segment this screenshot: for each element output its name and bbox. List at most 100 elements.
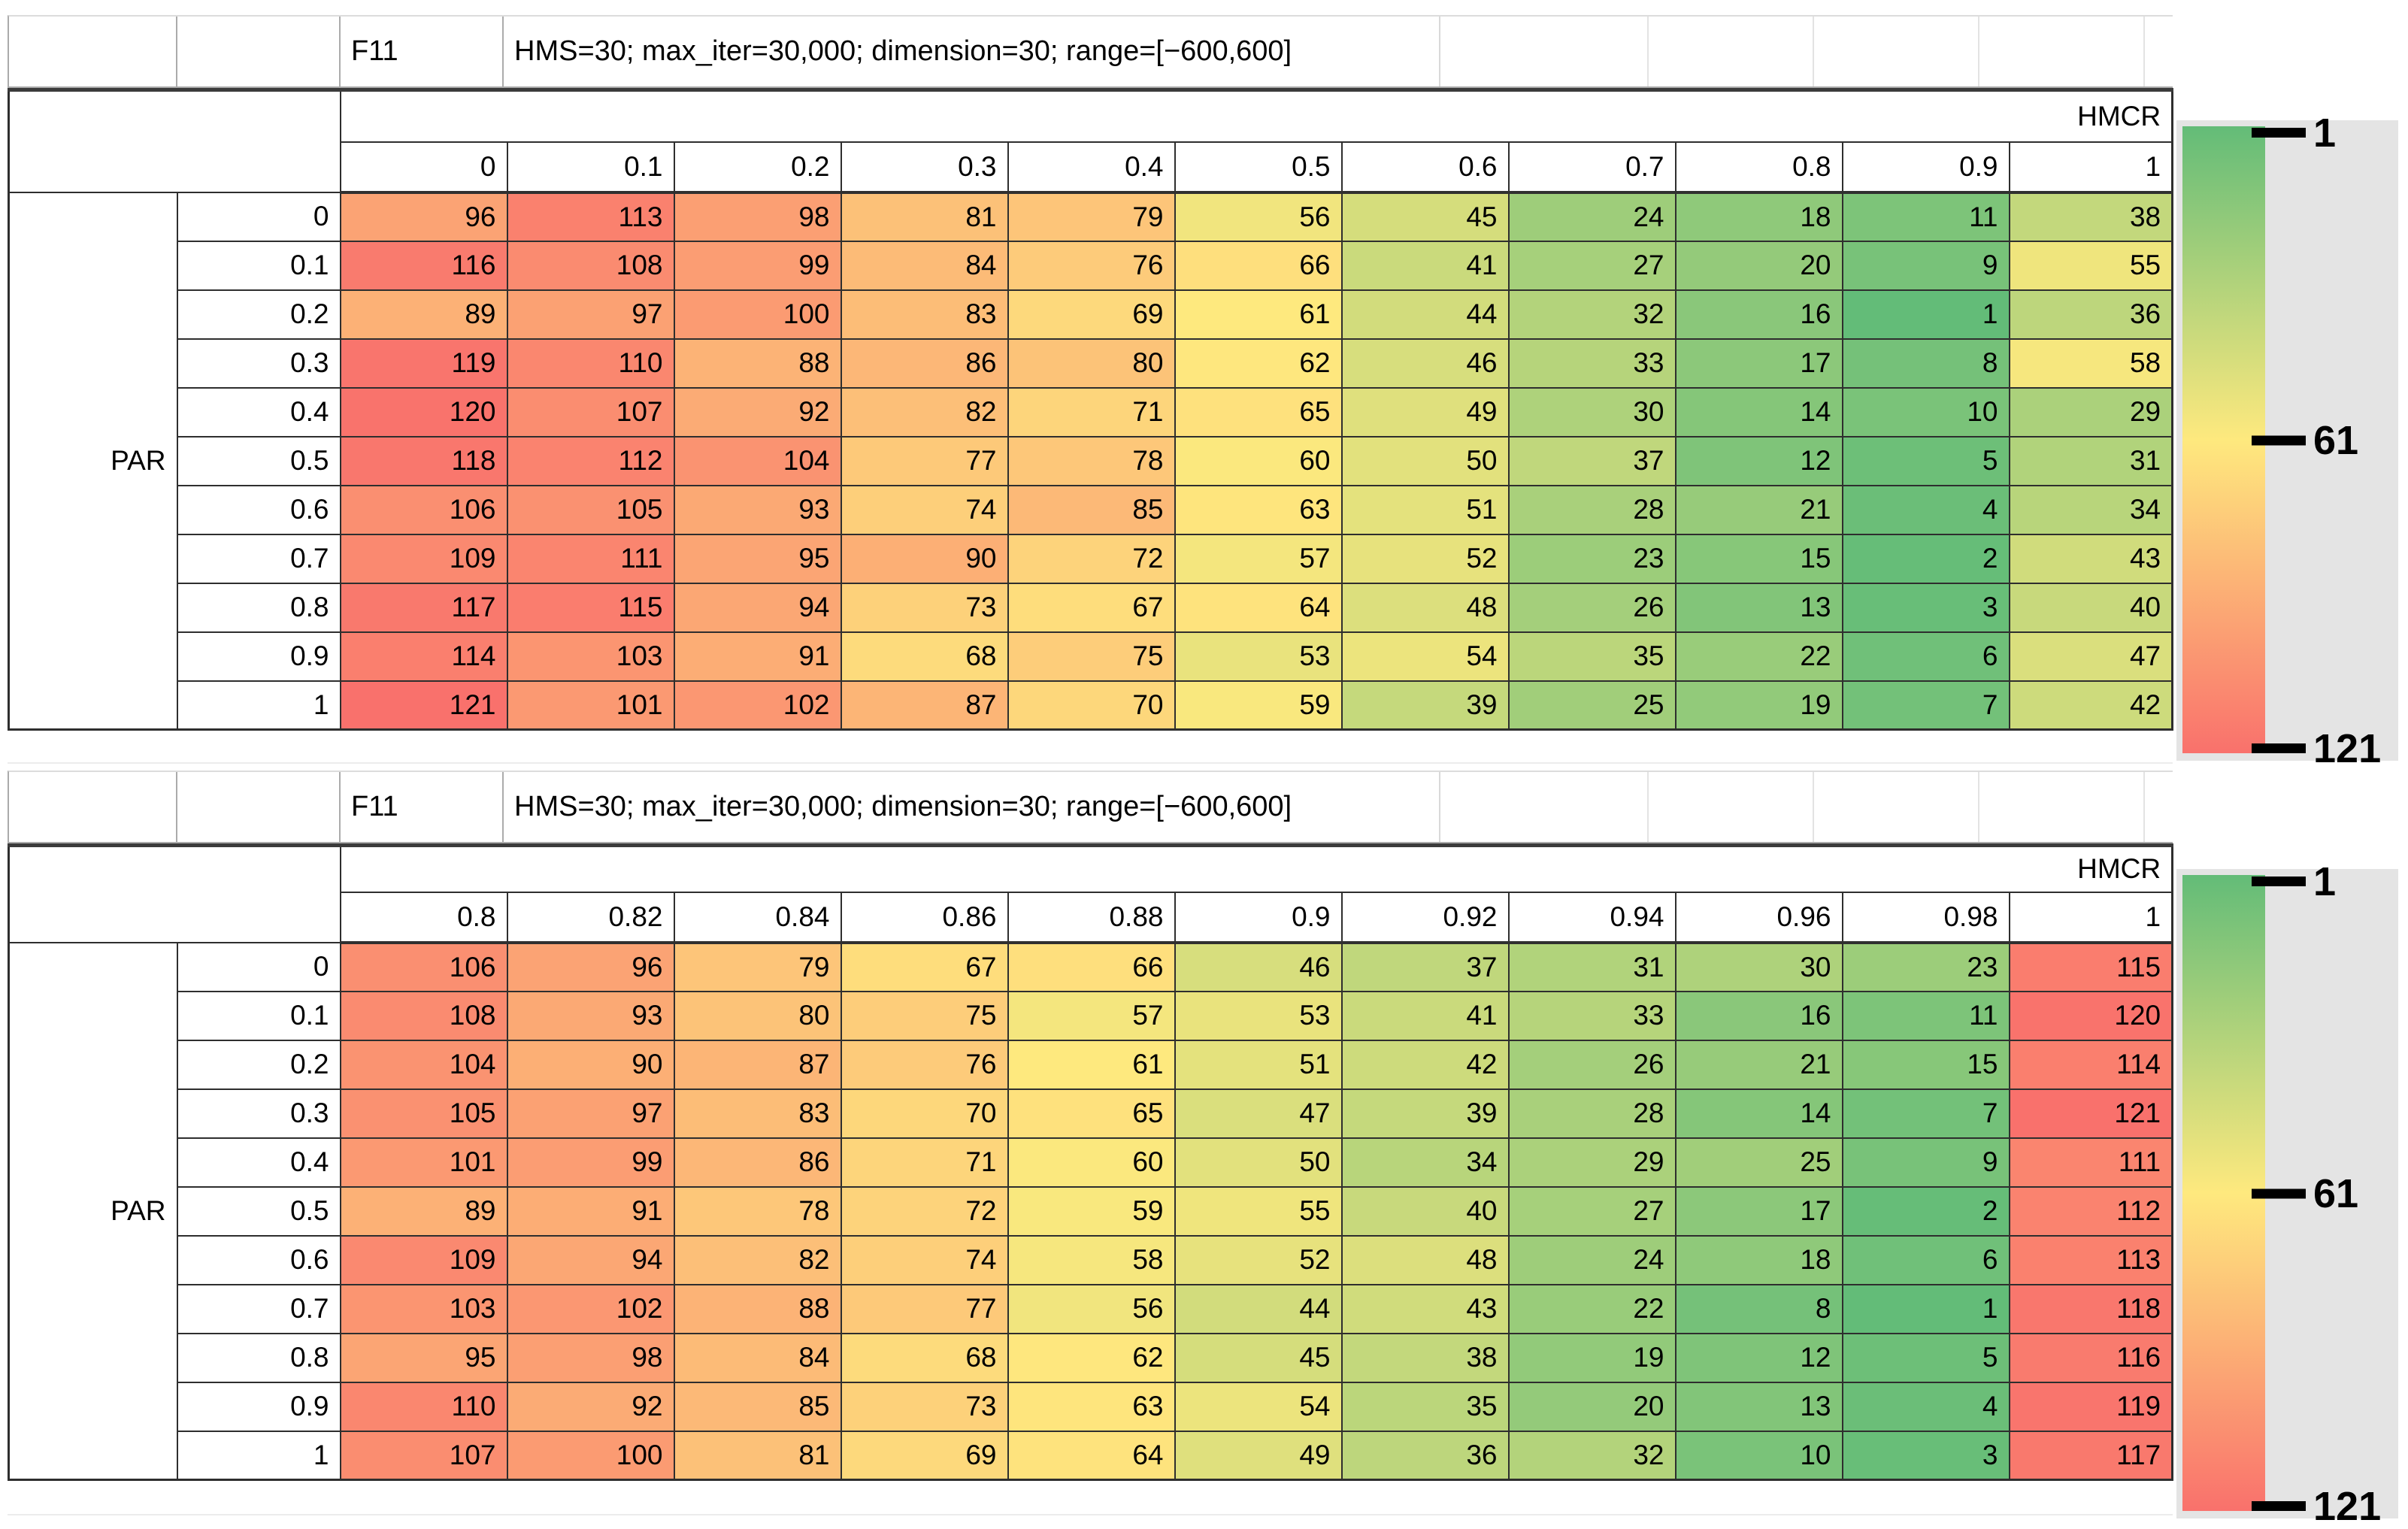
row-header-cell: 0.5 [176, 1185, 341, 1237]
heatmap-cell: 106 [339, 941, 508, 992]
heatmap-cell: 28 [1507, 1088, 1677, 1139]
heatmap-cell: 35 [1507, 631, 1677, 682]
heatmap-cell: 67 [1007, 582, 1176, 633]
heatmap-cell: 77 [840, 1283, 1009, 1334]
heatmap-table: HMCR 0 0.1 0.2 0.3 0.4 0.5 0.6 0.7 0.8 0.9 1 PAR 0 96 1… [8, 88, 2174, 731]
heatmap-cell: 21 [1674, 1039, 1843, 1090]
heatmap-cell: 91 [506, 1185, 675, 1237]
heatmap-cell: 30 [1507, 386, 1677, 438]
row-header-cell: 0.5 [176, 435, 341, 486]
heatmap-cell: 52 [1174, 1234, 1343, 1285]
heatmap-cell: 100 [673, 289, 842, 340]
heatmap-cell: 120 [2008, 990, 2173, 1041]
heatmap-cell: 75 [1007, 631, 1176, 682]
heatmap-cell: 33 [1507, 990, 1677, 1041]
heatmap-cell: 9 [1841, 240, 2010, 291]
legend-tick-label: 1 [2313, 859, 2337, 904]
heatmap-cell: 46 [1340, 338, 1510, 389]
heatmap-cell: 10 [1674, 1430, 1843, 1481]
col-header-cell: 0.9 [1841, 141, 2010, 194]
heatmap-cell: 60 [1174, 435, 1343, 486]
heatmap-cell: 52 [1340, 533, 1510, 584]
row-header-cell: 0.1 [176, 240, 341, 291]
heatmap-cell: 56 [1007, 1283, 1176, 1334]
heatmap-cell: 65 [1007, 1088, 1176, 1139]
heatmap-cell: 78 [673, 1185, 842, 1237]
heatmap-cell: 101 [339, 1137, 508, 1188]
heatmap-cell: 36 [2008, 289, 2173, 340]
heatmap-cell: 32 [1507, 1430, 1677, 1481]
heatmap-cell: 16 [1674, 990, 1843, 1041]
heatmap-cell: 114 [339, 631, 508, 682]
heatmap-cell: 66 [1007, 941, 1176, 992]
title-empty-cell [177, 772, 341, 842]
heatmap-cell: 100 [506, 1430, 675, 1481]
heatmap-cell: 81 [840, 191, 1009, 242]
heatmap-cell: 70 [840, 1088, 1009, 1139]
row-header-cell: 0.6 [176, 484, 341, 535]
heatmap-cell: 85 [673, 1381, 842, 1432]
heatmap-cell: 39 [1340, 680, 1510, 731]
row-header-cell: 1 [176, 680, 341, 731]
row-header-cell: 0.3 [176, 338, 341, 389]
heatmap-cell: 92 [506, 1381, 675, 1432]
heatmap-cell: 115 [2008, 941, 2173, 992]
heatmap-cell: 47 [1174, 1088, 1343, 1139]
legend-tick-label: 121 [2313, 726, 2382, 771]
heatmap-cell: 106 [339, 484, 508, 535]
heatmap-cell: 109 [339, 533, 508, 584]
heatmap-cell: 37 [1507, 435, 1677, 486]
heatmap-cell: 94 [673, 582, 842, 633]
heatmap-cell: 105 [506, 484, 675, 535]
heatmap-cell: 109 [339, 1234, 508, 1285]
heatmap-cell: 93 [506, 990, 675, 1041]
heatmap-cell: 8 [1674, 1283, 1843, 1334]
heatmap-cell: 29 [2008, 386, 2173, 438]
heatmap-cell: 48 [1340, 1234, 1510, 1285]
heatmap-cell: 97 [506, 289, 675, 340]
legend-tick-label: 61 [2313, 1171, 2359, 1216]
heatmap-cell: 69 [1007, 289, 1176, 340]
heatmap-cell: 76 [1007, 240, 1176, 291]
heatmap-cell: 21 [1674, 484, 1843, 535]
heatmap-cell: 94 [506, 1234, 675, 1285]
heatmap-cell: 48 [1340, 582, 1510, 633]
heatmap-cell: 66 [1174, 240, 1343, 291]
heatmap-cell: 118 [2008, 1283, 2173, 1334]
heatmap-cell: 97 [506, 1088, 675, 1139]
row-header-cell: 0 [176, 941, 341, 992]
function-label-cell: F11 [341, 17, 504, 86]
legend-tick [2252, 743, 2306, 753]
heatmap-cell: 103 [506, 631, 675, 682]
heatmap-cell: 18 [1674, 191, 1843, 242]
heatmap-cell: 38 [1340, 1332, 1510, 1383]
heatmap-cell: 57 [1007, 990, 1176, 1041]
heatmap-cell: 71 [840, 1137, 1009, 1188]
heatmap-cell: 9 [1841, 1137, 2010, 1188]
heatmap-cell: 12 [1674, 1332, 1843, 1383]
heatmap-cell: 117 [2008, 1430, 2173, 1481]
heatmap-cell: 103 [339, 1283, 508, 1334]
heatmap-cell: 79 [1007, 191, 1176, 242]
corner-cell [8, 89, 341, 193]
heatmap-cell: 90 [506, 1039, 675, 1090]
row-header-cell: 0.2 [176, 289, 341, 340]
heatmap-cell: 17 [1674, 1185, 1843, 1237]
heatmap-cell: 92 [673, 386, 842, 438]
function-label-cell: F11 [341, 772, 504, 842]
heatmap-cell: 8 [1841, 338, 2010, 389]
heatmap-cell: 117 [339, 582, 508, 633]
col-header-cell: 1 [2008, 141, 2173, 194]
row-header-cell: 0.2 [176, 1039, 341, 1090]
heatmap-cell: 107 [506, 386, 675, 438]
heatmap-cell: 19 [1674, 680, 1843, 731]
heatmap-cell: 95 [673, 533, 842, 584]
heatmap-cell: 11 [1841, 990, 2010, 1041]
heatmap-cell: 14 [1674, 1088, 1843, 1139]
heatmap-cell: 22 [1674, 631, 1843, 682]
heatmap-cell: 62 [1007, 1332, 1176, 1383]
heatmap-cell: 121 [339, 680, 508, 731]
col-header-cell: 0.4 [1007, 141, 1176, 194]
heatmap-cell: 62 [1174, 338, 1343, 389]
heatmap-cell: 116 [339, 240, 508, 291]
